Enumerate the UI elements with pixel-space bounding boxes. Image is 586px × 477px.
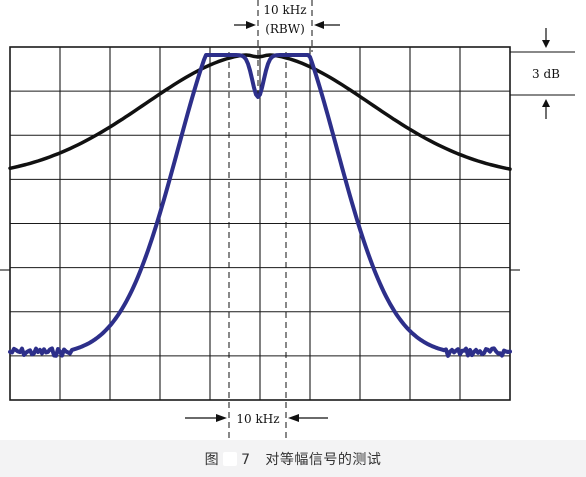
rbw-label-line2: (RBW) xyxy=(265,22,305,36)
graticule-grid xyxy=(0,46,520,401)
level-arrow-top-head xyxy=(542,40,550,48)
caption-number: 7 xyxy=(241,452,251,468)
bw-arrow-right-head xyxy=(288,414,299,422)
figure-caption: 图 7 对等幅信号的测试 xyxy=(0,449,586,469)
caption-text: 对等幅信号的测试 xyxy=(265,452,382,468)
rbw-arrow-left-head xyxy=(246,21,256,29)
bw-arrow-left-head xyxy=(216,414,227,422)
bottom-bandwidth-label: 10 kHz xyxy=(236,412,279,426)
caption-redaction-mark xyxy=(223,452,238,466)
rbw-filter-trace xyxy=(8,53,512,171)
caption-prefix: 图 xyxy=(204,452,220,468)
level-label: 3 dB xyxy=(532,67,560,81)
spectrum-plot-panel: 3 dB 10 kHz (RBW) 10 kHz xyxy=(0,0,586,440)
signal-response-trace xyxy=(8,53,512,358)
rbw-arrow-right-head xyxy=(314,21,324,29)
spectrum-diagram: 3 dB 10 kHz (RBW) 10 kHz xyxy=(0,0,575,438)
level-arrow-bottom-head xyxy=(542,99,550,107)
rbw-label-line1: 10 kHz xyxy=(263,3,306,17)
